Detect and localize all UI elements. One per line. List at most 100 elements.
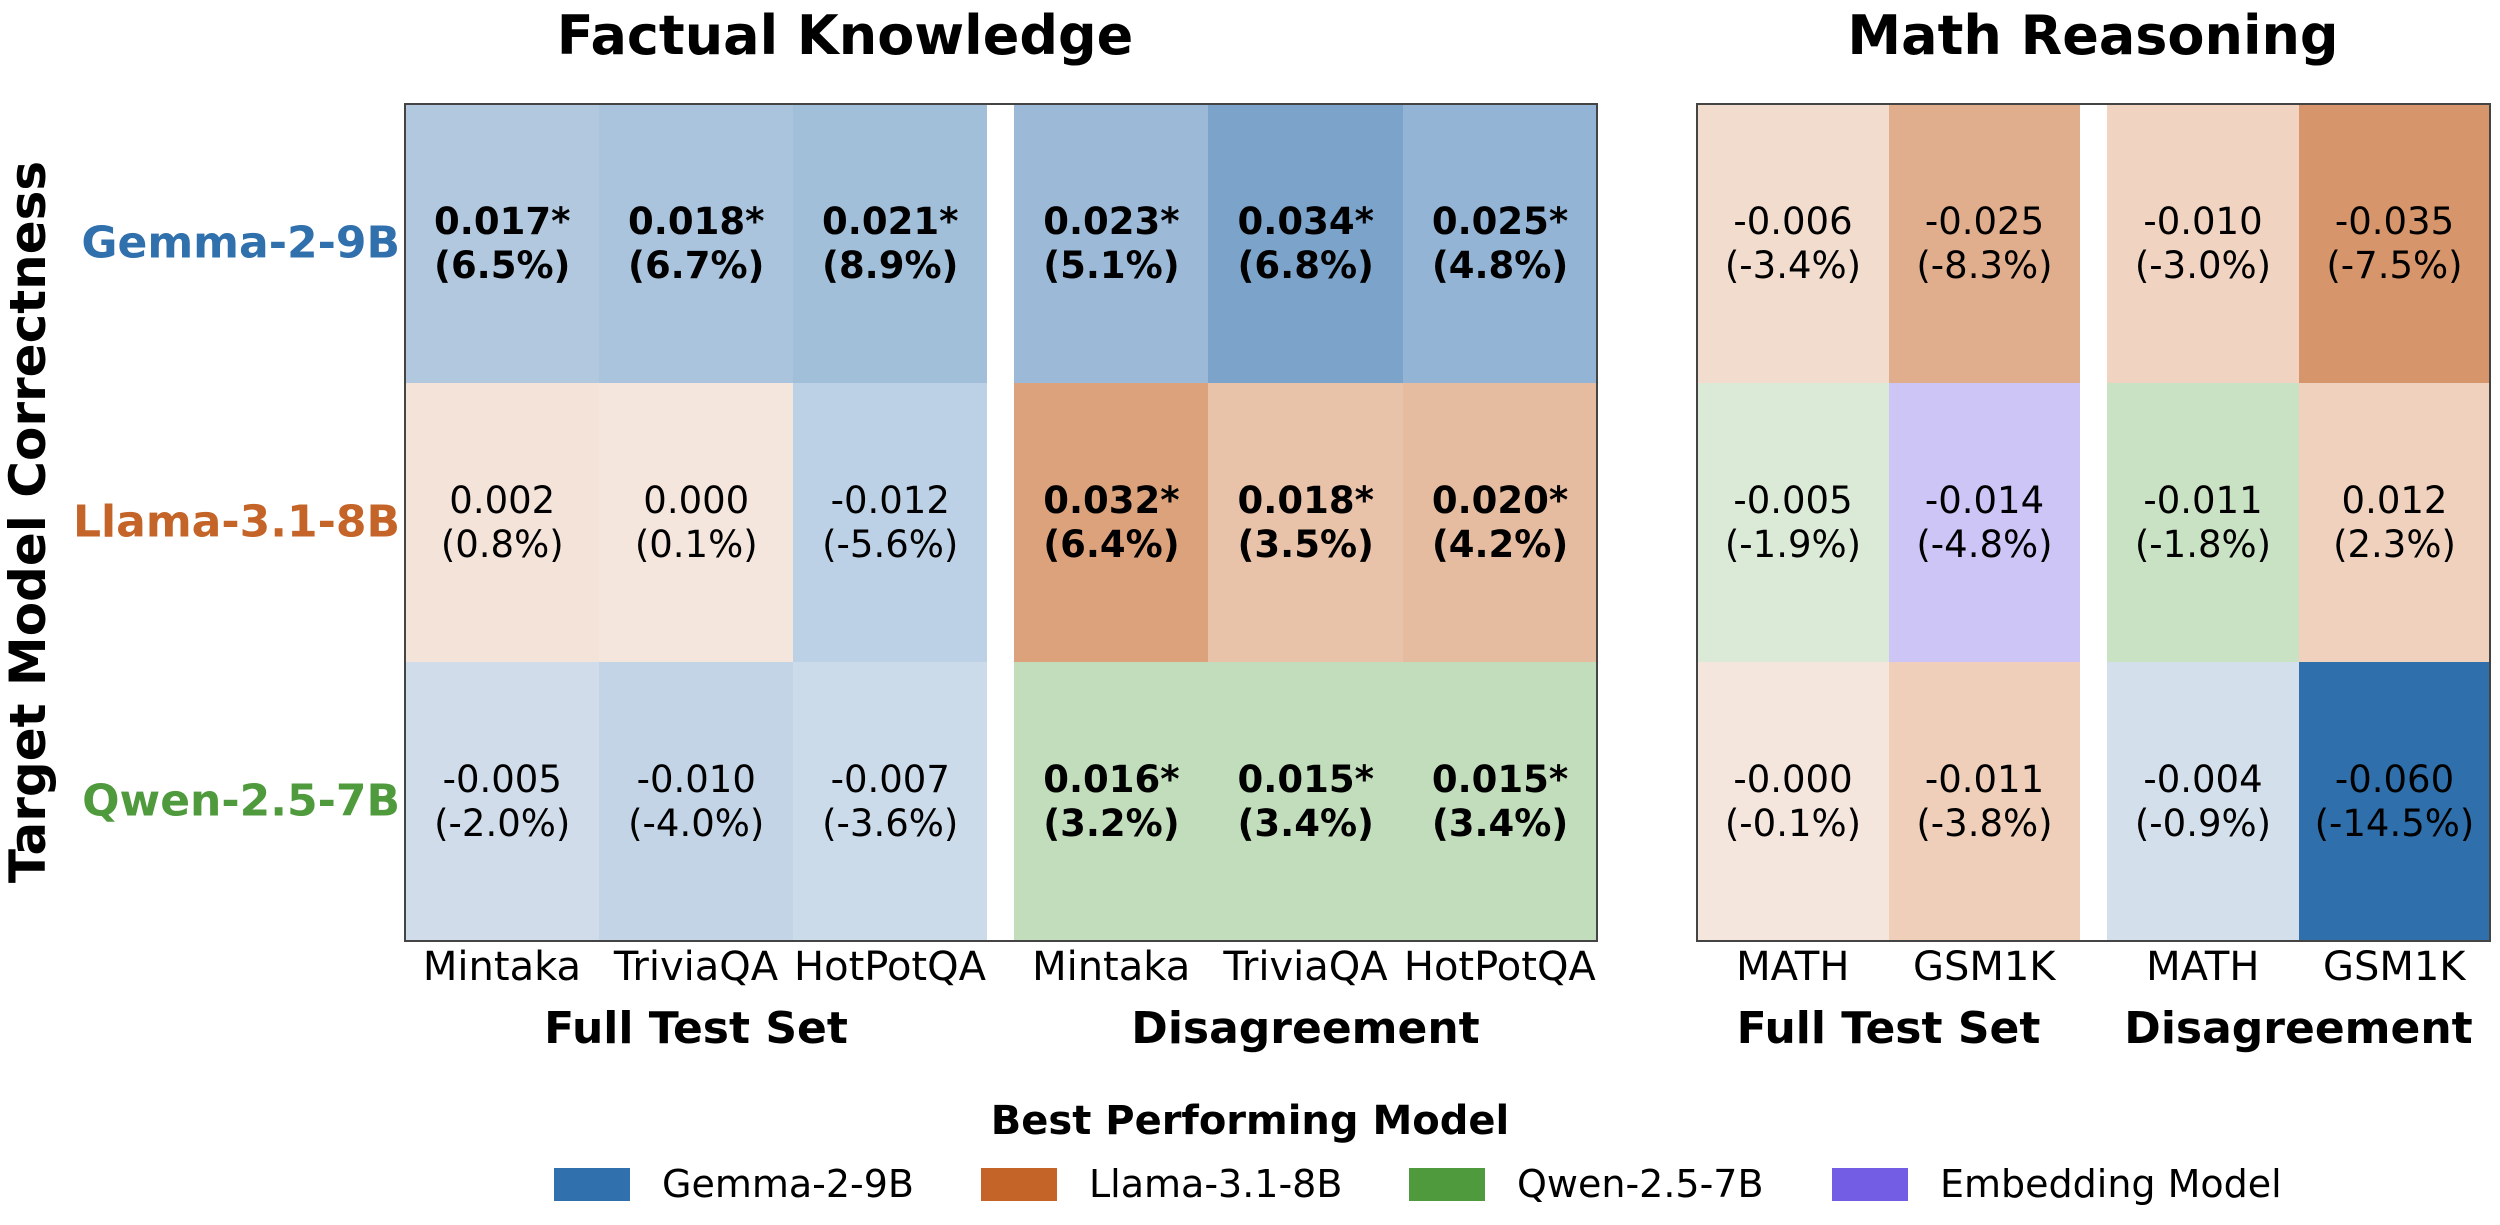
group-label: Disagreement <box>2124 1003 2473 1054</box>
heatmap-cell: -0.005 (-2.0%) <box>405 662 600 942</box>
heatmap-cell: -0.004 (-0.9%) <box>2107 662 2299 942</box>
cell-percent: (-14.5%) <box>2314 801 2475 845</box>
legend-patch <box>981 1167 1057 1201</box>
cell-percent: (-3.6%) <box>822 801 959 845</box>
cell-value: -0.007 <box>830 757 950 801</box>
heatmap-cell: 0.015* (3.4%) <box>1402 662 1598 942</box>
cell-percent: (2.3%) <box>2333 522 2456 566</box>
cell-percent: (-2.0%) <box>434 801 571 845</box>
cell-value: -0.035 <box>2334 199 2455 243</box>
heatmap-cell: 0.002 (0.8%) <box>405 383 600 663</box>
legend-patch <box>554 1167 630 1201</box>
heatmap-cell: 0.021* (8.9%) <box>793 104 988 384</box>
cell-value: 0.018* <box>1237 478 1374 522</box>
cell-value: 0.021* <box>822 199 959 243</box>
x-tick-label: Mintaka <box>422 944 582 990</box>
legend-patch <box>1832 1167 1908 1201</box>
cell-value: 0.032* <box>1043 478 1180 522</box>
legend-item-qwen: Qwen-2.5-7B <box>1409 1162 1764 1206</box>
heatmap-cell: -0.060 (-14.5%) <box>2298 662 2491 942</box>
legend-label: Embedding Model <box>1940 1162 2282 1206</box>
heatmap-cell: 0.000 (0.1%) <box>599 383 794 663</box>
legend-patch <box>1409 1167 1485 1201</box>
heatmap-cell: -0.007 (-3.6%) <box>793 662 988 942</box>
cell-percent: (-0.1%) <box>1724 801 1862 845</box>
heatmap-cell: -0.035 (-7.5%) <box>2298 104 2491 384</box>
x-tick-label: GSM1K <box>1912 944 2056 990</box>
cell-percent: (-1.8%) <box>2134 522 2272 566</box>
cell-value: 0.025* <box>1431 199 1569 243</box>
cell-value: 0.000 <box>643 478 750 522</box>
legend-item-llama: Llama-3.1-8B <box>981 1162 1342 1206</box>
panel-title-math: Math Reasoning <box>1847 4 2339 67</box>
cell-value: 0.015* <box>1237 757 1374 801</box>
cell-value: -0.010 <box>2143 199 2263 243</box>
cell-value: -0.011 <box>1924 757 2045 801</box>
legend-item-embedding: Embedding Model <box>1832 1162 2282 1206</box>
group-label: Full Test Set <box>544 1003 848 1054</box>
heatmap-cell: -0.006 (-3.4%) <box>1697 104 1889 384</box>
row-label-gemma: Gemma-2-9B <box>81 217 400 269</box>
heatmap-cell: 0.017* (6.5%) <box>405 104 600 384</box>
cell-percent: (3.4%) <box>1237 801 1374 845</box>
heatmap-cell: 0.018* (6.7%) <box>599 104 794 384</box>
x-tick-label: HotPotQA <box>1403 944 1596 990</box>
cell-percent: (-5.6%) <box>822 522 959 566</box>
y-axis-title: Target Model Correctness <box>0 160 57 884</box>
cell-percent: (8.9%) <box>822 243 959 287</box>
heatmap-cell: -0.012 (-5.6%) <box>793 383 988 663</box>
cell-percent: (6.4%) <box>1043 522 1180 566</box>
heatmap-cell: -0.011 (-3.8%) <box>1888 662 2081 942</box>
heatmap-cell: -0.010 (-3.0%) <box>2107 104 2299 384</box>
heatmap-cell: 0.025* (4.8%) <box>1402 104 1598 384</box>
cell-percent: (-0.9%) <box>2134 801 2272 845</box>
heatmap-cell: 0.020* (4.2%) <box>1402 383 1598 663</box>
cell-percent: (-4.8%) <box>1916 522 2053 566</box>
cell-percent: (6.8%) <box>1237 243 1374 287</box>
x-tick-label: TriviaQA <box>1223 944 1388 990</box>
cell-value: -0.012 <box>830 478 950 522</box>
x-tick-label: Mintaka <box>1032 944 1191 990</box>
cell-value: 0.023* <box>1043 199 1180 243</box>
heatmap-cell: 0.023* (5.1%) <box>1014 104 1209 384</box>
cell-percent: (3.5%) <box>1237 522 1374 566</box>
heatmap-cell: 0.034* (6.8%) <box>1208 104 1404 384</box>
cell-value: -0.010 <box>636 757 756 801</box>
heatmap-cell: -0.011 (-1.8%) <box>2107 383 2299 663</box>
cell-percent: (3.2%) <box>1043 801 1180 845</box>
cell-percent: (6.5%) <box>434 243 571 287</box>
heatmap-cell: 0.012 (2.3%) <box>2298 383 2491 663</box>
cell-percent: (3.4%) <box>1431 801 1569 845</box>
heatmap-cell: -0.025 (-8.3%) <box>1888 104 2081 384</box>
legend-label: Gemma-2-9B <box>662 1162 914 1206</box>
heatmap-cell: -0.014 (-4.8%) <box>1888 383 2081 663</box>
panel-title-factual: Factual Knowledge <box>556 4 1134 67</box>
cell-value: 0.020* <box>1431 478 1569 522</box>
cell-percent: (0.8%) <box>440 522 564 566</box>
cell-percent: (-3.8%) <box>1916 801 2053 845</box>
legend-label: Llama-3.1-8B <box>1089 1162 1343 1206</box>
heatmap-cell: 0.018* (3.5%) <box>1208 383 1404 663</box>
x-tick-label: MATH <box>1736 944 1850 990</box>
heatmap-cell: -0.000 (-0.1%) <box>1697 662 1889 942</box>
x-tick-label: HotPotQA <box>794 944 986 990</box>
cell-value: -0.014 <box>1924 478 2045 522</box>
cell-value: 0.012 <box>2341 478 2448 522</box>
cell-value: 0.015* <box>1431 757 1569 801</box>
cell-percent: (-8.3%) <box>1916 243 2053 287</box>
cell-percent: (4.2%) <box>1431 522 1569 566</box>
cell-percent: (5.1%) <box>1043 243 1180 287</box>
cell-value: 0.018* <box>628 199 765 243</box>
x-tick-label: GSM1K <box>2322 944 2466 990</box>
cell-percent: (-7.5%) <box>2326 243 2463 287</box>
cell-value: 0.017* <box>434 199 571 243</box>
group-label: Disagreement <box>1131 1003 1480 1054</box>
group-gap <box>987 105 1014 940</box>
cell-percent: (6.7%) <box>628 243 765 287</box>
cell-percent: (-3.0%) <box>2134 243 2272 287</box>
row-label-qwen: Qwen-2.5-7B <box>82 775 400 827</box>
cell-value: -0.004 <box>2143 757 2263 801</box>
cell-value: -0.011 <box>2143 478 2263 522</box>
cell-value: -0.006 <box>1733 199 1853 243</box>
heatmap-cell: -0.005 (-1.9%) <box>1697 383 1889 663</box>
